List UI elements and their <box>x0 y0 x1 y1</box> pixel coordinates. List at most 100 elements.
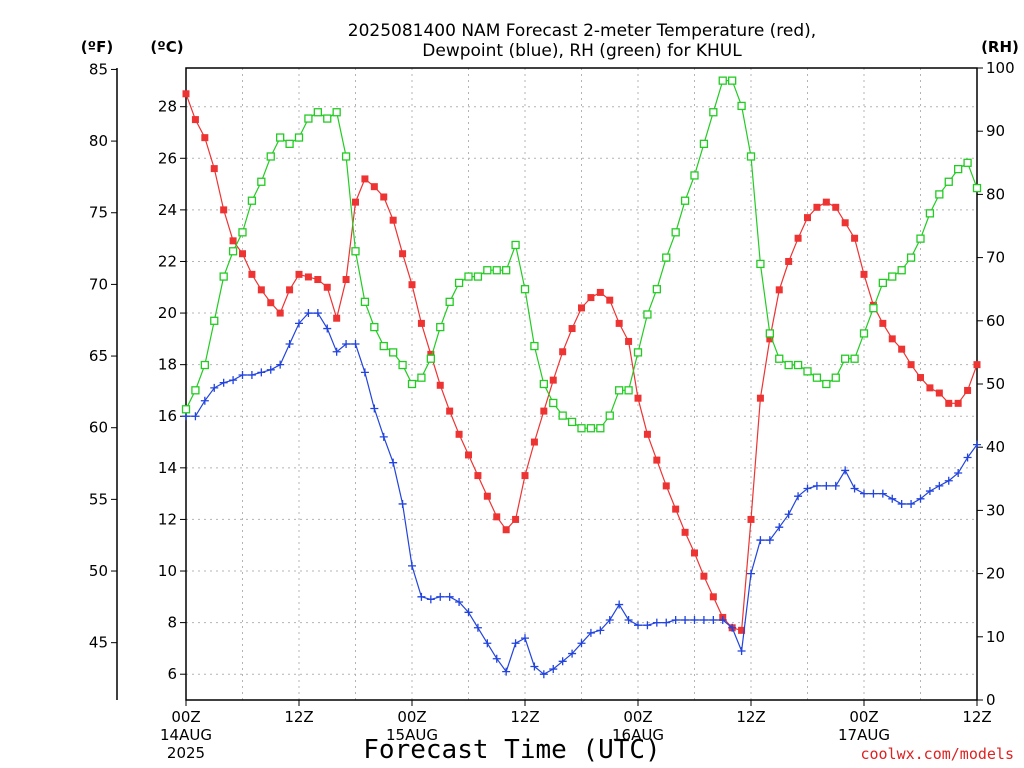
rh-point <box>577 424 586 433</box>
temperature-point <box>399 250 407 258</box>
celsius-tick-label: 26 <box>158 149 177 167</box>
temperature-point <box>851 234 859 242</box>
dewpoint-point <box>398 499 407 508</box>
dewpoint-point <box>417 592 426 601</box>
temperature-point <box>483 492 491 500</box>
dewpoint-point <box>539 670 548 679</box>
fahrenheit-tick-label: 85 <box>89 60 108 78</box>
dewpoint-point <box>295 319 303 328</box>
dewpoint-point <box>586 628 595 637</box>
dewpoint-point <box>624 616 633 625</box>
dewpoint-point <box>718 616 727 625</box>
dewpoint-point <box>521 634 529 643</box>
x-tick-label: 00Z <box>397 708 426 726</box>
dewpoint-point <box>812 481 821 490</box>
rh-point <box>285 139 294 148</box>
dewpoint-point <box>200 396 209 405</box>
temperature-point <box>210 165 218 173</box>
celsius-tick-label: 18 <box>158 356 177 374</box>
rh-point <box>210 316 219 325</box>
rh-point <box>822 379 831 389</box>
temperature-point <box>766 335 774 343</box>
temperature-point <box>813 203 821 211</box>
x-tick-label: 00Z <box>171 708 200 726</box>
temperature-point <box>191 116 199 124</box>
rh-point <box>313 108 322 117</box>
rh-point <box>954 164 963 174</box>
rh-tick-label: 10 <box>986 628 1005 646</box>
x-tick-label: 12Z <box>510 708 539 726</box>
temperature-point <box>879 319 887 327</box>
celsius-tick-label: 14 <box>158 459 177 477</box>
rh-point <box>841 354 850 363</box>
temperature-point <box>427 350 435 358</box>
rh-point <box>925 209 935 218</box>
temperature-point <box>945 399 953 407</box>
x-tick-date-label: 17AUG <box>838 726 890 744</box>
temperature-point <box>342 276 350 284</box>
dewpoint-point <box>351 340 360 349</box>
temperature-point <box>455 430 463 438</box>
dewpoint-point <box>869 489 878 498</box>
fahrenheit-unit-label: (ºF) <box>81 38 113 56</box>
dewpoint-point <box>973 440 981 449</box>
dewpoint-point <box>210 383 219 392</box>
dewpoint-point <box>558 657 567 666</box>
rh-point <box>511 240 520 250</box>
temperature-point <box>756 394 764 402</box>
temperature-point <box>898 345 906 353</box>
dewpoint-point <box>699 616 708 625</box>
rh-point <box>963 158 972 167</box>
x-tick-label: 12Z <box>736 708 765 726</box>
rh-point <box>436 322 445 332</box>
celsius-tick-label: 10 <box>158 562 177 580</box>
rh-point <box>539 379 548 389</box>
temperature-point <box>239 250 246 258</box>
rh-point <box>530 341 539 351</box>
dewpoint-point <box>577 639 586 648</box>
dewpoint-point <box>775 523 784 532</box>
rh-point <box>709 108 718 117</box>
temperature-point <box>672 505 680 513</box>
fahrenheit-tick-label: 75 <box>89 204 108 222</box>
rh-point <box>586 424 596 433</box>
rh-point <box>304 114 313 123</box>
axes <box>111 67 983 706</box>
temperature-point <box>860 270 868 278</box>
x-tick-date-label: 14AUG <box>160 726 212 744</box>
x-tick-label: 12Z <box>962 708 991 726</box>
celsius-tick-label: 24 <box>158 201 177 219</box>
temperature-point <box>502 526 510 534</box>
rh-tick-label: 50 <box>986 375 1005 393</box>
dewpoint-point <box>229 376 238 385</box>
tick-labels: 6 8 10 12 14 16 18 20 22 24 26 28 45 50 55 60 65 70 75 80 85… <box>89 59 1015 762</box>
rh-tick-label: 80 <box>986 185 1005 203</box>
dewpoint-point <box>916 494 925 503</box>
temperature-point <box>295 270 303 278</box>
dewpoint-point <box>690 616 699 625</box>
rh-point <box>803 367 812 376</box>
temperature-point <box>474 472 482 480</box>
rh-point <box>454 278 464 288</box>
temperature-point <box>248 270 256 278</box>
rh-point <box>379 341 388 351</box>
dewpoint-point <box>737 646 746 655</box>
rh-point <box>558 411 567 420</box>
dewpoint-point <box>605 616 614 625</box>
dewpoint-point <box>304 309 313 318</box>
temperature-point <box>643 430 651 438</box>
dewpoint-point <box>954 468 963 477</box>
rh-unit-label: (RH) <box>981 38 1019 56</box>
dewpoint-point <box>963 453 972 462</box>
temperature-point <box>653 456 661 464</box>
temperature-point <box>530 438 538 446</box>
dewpoint-point <box>285 340 294 349</box>
rh-point <box>332 108 341 117</box>
rh-point <box>605 411 614 420</box>
dewpoint-point <box>803 484 812 493</box>
temperature-point <box>267 299 275 307</box>
dewpoint-point <box>492 654 501 663</box>
rh-point <box>351 247 360 256</box>
dewpoint-point <box>511 639 520 648</box>
